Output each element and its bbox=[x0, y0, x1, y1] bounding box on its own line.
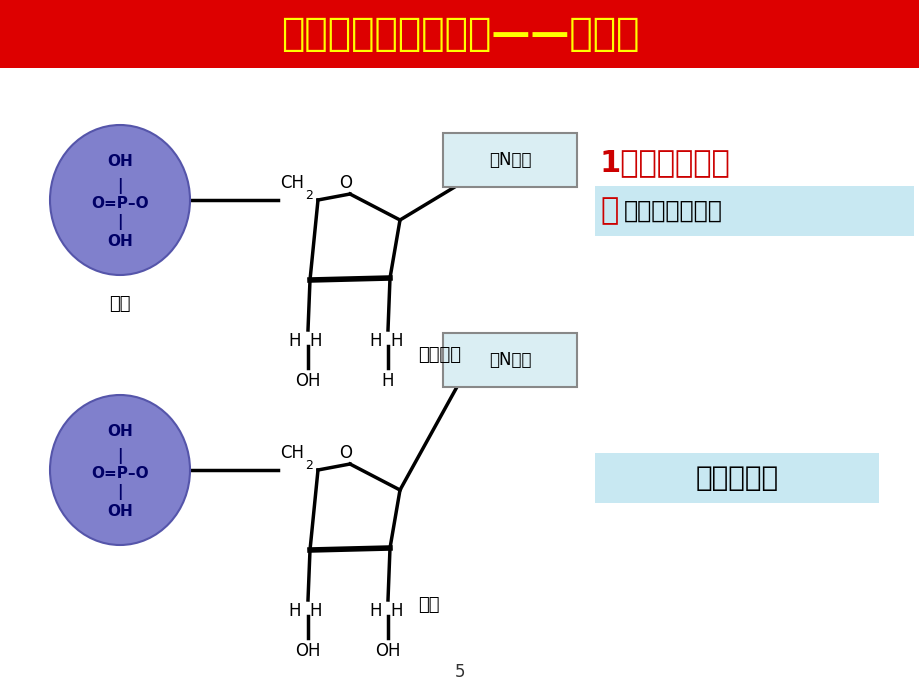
Text: CH: CH bbox=[279, 444, 303, 462]
Text: CH: CH bbox=[279, 174, 303, 192]
Text: OH: OH bbox=[375, 642, 401, 660]
Text: O=P–O: O=P–O bbox=[91, 466, 149, 481]
Text: O: O bbox=[339, 174, 352, 192]
Text: 2: 2 bbox=[305, 459, 312, 472]
FancyBboxPatch shape bbox=[595, 186, 913, 236]
Text: |: | bbox=[117, 179, 122, 195]
Text: 核糖: 核糖 bbox=[417, 596, 439, 614]
Ellipse shape bbox=[50, 125, 190, 275]
Text: 5: 5 bbox=[454, 663, 465, 681]
FancyBboxPatch shape bbox=[443, 333, 576, 387]
Text: 脱氧核糖核苷酸: 脱氧核糖核苷酸 bbox=[623, 199, 722, 223]
Text: 1、核苷酸的结: 1、核苷酸的结 bbox=[599, 148, 730, 177]
Text: 2: 2 bbox=[305, 189, 312, 202]
Text: 二、核酸的基本单位——核苷酸: 二、核酸的基本单位——核苷酸 bbox=[280, 15, 639, 53]
Text: |: | bbox=[117, 448, 122, 464]
Text: H: H bbox=[391, 332, 403, 350]
Text: 含N碱基: 含N碱基 bbox=[488, 151, 530, 169]
Text: OH: OH bbox=[107, 424, 132, 439]
Text: H: H bbox=[289, 602, 301, 620]
FancyBboxPatch shape bbox=[443, 133, 576, 187]
Text: 磷酸: 磷酸 bbox=[109, 295, 130, 313]
Text: H: H bbox=[369, 602, 381, 620]
Text: OH: OH bbox=[295, 642, 321, 660]
Text: H: H bbox=[310, 332, 322, 350]
Text: H: H bbox=[369, 332, 381, 350]
Text: OH: OH bbox=[107, 504, 132, 519]
Ellipse shape bbox=[50, 395, 190, 545]
Text: H: H bbox=[289, 332, 301, 350]
Text: 核糖核苷酸: 核糖核苷酸 bbox=[695, 464, 777, 492]
FancyBboxPatch shape bbox=[595, 453, 878, 503]
Text: O=P–O: O=P–O bbox=[91, 196, 149, 211]
Text: 脱氧核糖: 脱氧核糖 bbox=[417, 346, 460, 364]
Text: H: H bbox=[391, 602, 403, 620]
Text: |: | bbox=[117, 484, 122, 500]
Text: 含N碱基: 含N碱基 bbox=[488, 351, 530, 369]
Text: 构: 构 bbox=[599, 197, 618, 226]
Text: OH: OH bbox=[107, 153, 132, 168]
Bar bbox=[0, 0, 919, 68]
Text: H: H bbox=[381, 372, 394, 390]
Text: O: O bbox=[339, 444, 352, 462]
Text: H: H bbox=[310, 602, 322, 620]
Text: |: | bbox=[117, 215, 122, 230]
Text: OH: OH bbox=[107, 234, 132, 249]
Text: OH: OH bbox=[295, 372, 321, 390]
